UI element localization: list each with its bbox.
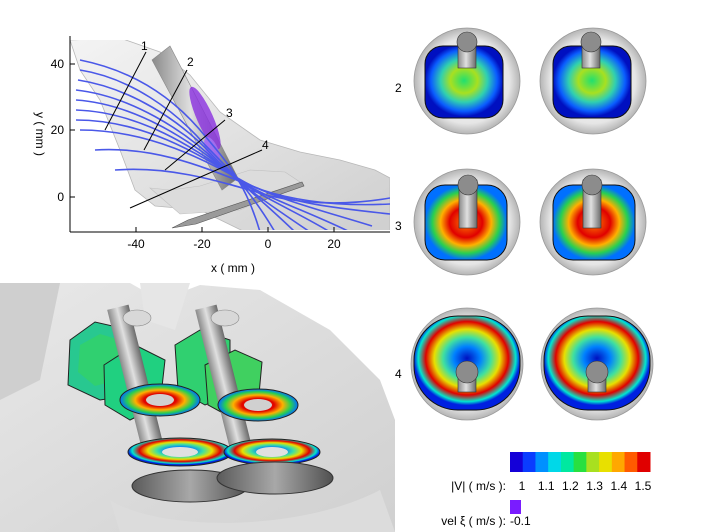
row-label-2: 2: [395, 81, 402, 95]
section-2-right: [539, 27, 647, 135]
colorbar-tick-label: 1: [519, 479, 526, 493]
cross-section-grid: 2 3 4: [395, 27, 654, 421]
section-lines: [104, 51, 263, 209]
vel-value: -0.1: [510, 514, 531, 528]
section-4-right: [540, 307, 654, 421]
section-4-left: [410, 307, 524, 421]
y-axis-label: y ( mm ): [33, 112, 47, 156]
colorbar-cell: [586, 452, 600, 472]
x-axis-label: x ( mm ): [211, 261, 255, 275]
section-3-right: [539, 168, 647, 276]
colorbar-cell: [637, 452, 651, 472]
x-tick-0: 0: [265, 237, 272, 251]
section-2-left: [413, 27, 521, 135]
plot-axes: [69, 36, 390, 233]
x-tick-m40: -40: [127, 237, 145, 251]
colorbar-cell: [624, 452, 638, 472]
colorbar-cell: [522, 452, 536, 472]
3d-port-render: [0, 283, 395, 532]
row-label-3: 3: [395, 219, 402, 233]
colorbar-cell: [599, 452, 613, 472]
colorbar-tick-label: 1.3: [586, 479, 603, 493]
colorbar-cell: [510, 452, 524, 472]
colorbar-label: |V| ( m/s ):: [451, 479, 506, 493]
colorbar-cell: [548, 452, 562, 472]
colorbar-cell: [611, 452, 626, 472]
section-label-1: 1: [141, 39, 148, 53]
row-label-4: 4: [395, 367, 402, 381]
section-3-left: [413, 168, 521, 276]
colorbar-cell: [535, 452, 549, 472]
y-tick-40: 40: [51, 57, 65, 71]
colorbar-ticks: 1 1.1 1.2 1.3 1.4 1.5: [519, 479, 652, 493]
colorbar-tick-label: 1.5: [635, 479, 652, 493]
colorbar-tick-label: 1.4: [610, 479, 627, 493]
colorbar-cells: [510, 452, 651, 472]
x-tick-20: 20: [327, 237, 341, 251]
section-label-3: 3: [226, 106, 233, 120]
streamlines: [75, 59, 390, 230]
x-tick-m20: -20: [193, 237, 211, 251]
streamline-plot: 1 2 3 4 40 20 0 -40 -20 0 20 x ( mm ) y …: [33, 36, 390, 275]
colorbar-cell: [560, 452, 575, 472]
vel-swatch: [510, 500, 521, 514]
colorbar-cell: [573, 452, 587, 472]
colorbar-tick-label: 1.2: [562, 479, 579, 493]
colorbar-tick-label: 1.1: [538, 479, 555, 493]
colorbar-legend: |V| ( m/s ): 1 1.1 1.2 1.3 1.4 1.5 vel ξ ( m/…: [441, 452, 652, 528]
vel-label: vel ξ ( m/s ):: [441, 514, 506, 528]
y-tick-0: 0: [57, 190, 64, 204]
section-label-2: 2: [187, 55, 194, 69]
y-tick-20: 20: [51, 123, 65, 137]
section-label-4: 4: [262, 138, 269, 152]
